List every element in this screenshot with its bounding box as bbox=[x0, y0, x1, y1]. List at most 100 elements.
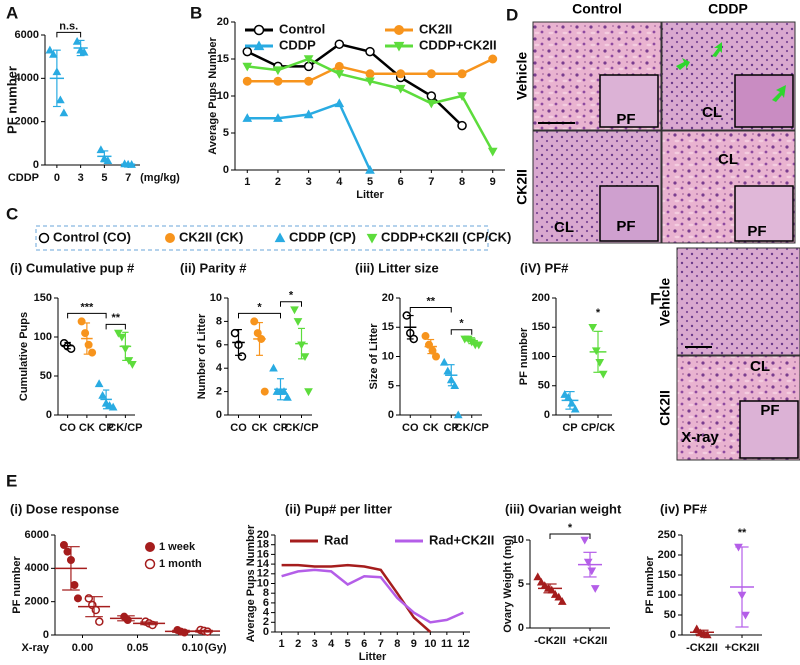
data-point bbox=[595, 359, 605, 367]
x-tick-label: 4 bbox=[328, 638, 335, 650]
data-point bbox=[117, 333, 127, 342]
data-point bbox=[81, 329, 90, 338]
data-point bbox=[303, 55, 314, 65]
x-tick-label: 0 bbox=[54, 172, 60, 184]
significance-bracket bbox=[238, 312, 281, 319]
legend-marker bbox=[394, 25, 404, 35]
data-point bbox=[550, 590, 560, 598]
data-point bbox=[95, 617, 104, 626]
y-tick-label: 0 bbox=[670, 629, 676, 641]
y-tick-label: 8 bbox=[263, 587, 269, 599]
y-tick-label: 10 bbox=[257, 577, 269, 589]
y-tick-label: 0 bbox=[216, 409, 222, 421]
histology-f: Vehicle CK2II CL PF X-ray bbox=[657, 247, 800, 461]
data-point bbox=[590, 585, 600, 593]
x-tick-label: 6 bbox=[398, 176, 404, 188]
y-axis-label: Ovary Weight (mg) bbox=[502, 535, 514, 633]
x-tick-label: CP bbox=[444, 422, 459, 434]
x-tick-label: 12 bbox=[457, 638, 469, 650]
x-tick-label: CO bbox=[59, 422, 76, 434]
data-point bbox=[230, 328, 240, 338]
x-axis-label: CDDP bbox=[8, 172, 39, 184]
y-tick-label: 150 bbox=[658, 569, 676, 581]
chart-title: (iii) Litter size bbox=[355, 260, 439, 275]
x-tick-label: 2 bbox=[275, 176, 281, 188]
x-tick-label: +CK2II bbox=[725, 642, 760, 654]
data-point bbox=[487, 147, 498, 157]
x-tick-label: 4 bbox=[336, 176, 343, 188]
significance-bracket bbox=[56, 31, 82, 38]
legend-label: 1 week bbox=[159, 541, 196, 553]
legend-marker bbox=[366, 233, 378, 244]
significance-bracket bbox=[280, 301, 302, 307]
data-point bbox=[56, 95, 65, 104]
y-tick-label: 2 bbox=[263, 616, 269, 628]
chart-title: (iv) PF# bbox=[660, 501, 708, 516]
legend-marker bbox=[274, 232, 286, 243]
x-tick-label: 1 bbox=[279, 638, 285, 650]
y-tick-label: 10 bbox=[217, 90, 229, 102]
legend-label: CDDP bbox=[279, 37, 316, 52]
significance-bracket bbox=[105, 323, 126, 330]
tissue-label: CL bbox=[702, 104, 722, 121]
significance-label: ** bbox=[738, 527, 747, 539]
data-point bbox=[365, 69, 375, 79]
data-point bbox=[114, 329, 123, 338]
data-point bbox=[334, 70, 345, 79]
x-tick-label: 0.05 bbox=[127, 642, 148, 654]
x-tick-label: 3 bbox=[78, 172, 84, 184]
y-tick-label: 15 bbox=[382, 321, 394, 333]
data-point bbox=[395, 84, 406, 94]
y-tick-label: 5 bbox=[518, 578, 524, 590]
data-point bbox=[488, 54, 498, 64]
x-tick-label: 3 bbox=[312, 638, 318, 650]
y-tick-label: 0 bbox=[33, 159, 39, 171]
significance-label: * bbox=[257, 301, 262, 313]
data-point bbox=[72, 36, 82, 45]
data-point bbox=[560, 389, 570, 398]
histology-d: Control CDDP Vehicle CK2II PF CL CL PF C… bbox=[514, 1, 796, 244]
x-tick-label: 9 bbox=[490, 176, 496, 188]
data-point bbox=[77, 317, 86, 326]
inset bbox=[599, 185, 659, 242]
y-tick-label: 8 bbox=[216, 315, 222, 327]
chart-title: (i) Dose response bbox=[10, 501, 119, 516]
tissue-label: PF bbox=[760, 402, 779, 419]
y-tick-label: 4 bbox=[263, 607, 270, 619]
legend-label: CDDP+CK2II bbox=[419, 37, 497, 52]
significance-label: n.s. bbox=[59, 20, 78, 32]
x-tick-label: CP bbox=[273, 422, 288, 434]
significance-label: *** bbox=[80, 301, 94, 313]
y-tick-label: 12 bbox=[257, 568, 269, 580]
significance-label: ** bbox=[426, 295, 435, 307]
data-point bbox=[426, 99, 437, 109]
x-axis-label: Litter bbox=[356, 189, 384, 201]
chart-title: (i) Cumulative pup # bbox=[10, 260, 135, 275]
y-tick-label: 20 bbox=[257, 529, 269, 541]
data-point bbox=[365, 77, 375, 87]
data-point bbox=[293, 318, 303, 326]
legend-marker bbox=[144, 558, 156, 570]
y-tick-label: 0 bbox=[518, 622, 524, 634]
legend-label: Rad+CK2II bbox=[429, 532, 494, 547]
series-line bbox=[281, 563, 432, 633]
y-tick-label: 100 bbox=[532, 350, 550, 362]
x-tick-label: 7 bbox=[378, 638, 384, 650]
y-tick-label: 150 bbox=[34, 292, 52, 304]
data-point bbox=[536, 577, 546, 586]
data-point bbox=[396, 69, 406, 79]
significance-label: * bbox=[289, 290, 294, 302]
micrograph bbox=[676, 247, 800, 356]
data-point bbox=[45, 45, 55, 54]
x-tick-label: CP bbox=[98, 422, 113, 434]
data-point bbox=[273, 66, 283, 76]
chart-title: (ii) Pup# per litter bbox=[285, 501, 392, 516]
y-tick-label: 10 bbox=[210, 292, 222, 304]
legend-label: CK2II bbox=[419, 21, 452, 36]
x-tick-label: 5 bbox=[101, 172, 107, 184]
x-tick-label: CK bbox=[423, 422, 439, 434]
y-axis-label: Average Pups Number bbox=[245, 524, 257, 642]
y-tick-label: 2 bbox=[216, 386, 222, 398]
series-line bbox=[281, 568, 464, 624]
y-tick-label: 250 bbox=[658, 529, 676, 541]
